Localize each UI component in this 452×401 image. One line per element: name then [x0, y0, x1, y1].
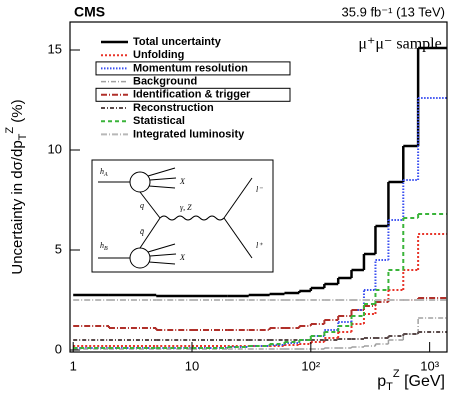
- y-tick-label: 0: [55, 341, 62, 356]
- series: [73, 46, 447, 298]
- y-label-unit: (%): [9, 99, 26, 127]
- inset-label: A: [103, 172, 108, 178]
- series: [73, 331, 447, 341]
- legend-label: Total uncertainty: [133, 36, 222, 48]
- inset-label: l⁻: [256, 185, 263, 194]
- x-tick-label: 10²: [301, 358, 320, 373]
- feynman-inset: hA hB q q̄ γ, Z X X l⁻ l⁺: [91, 159, 274, 273]
- sample-label: μ⁺μ⁻ sample: [358, 36, 441, 53]
- legend-label: Background: [133, 76, 197, 88]
- inset-label: h: [100, 241, 104, 250]
- legend-label: Momentum resolution: [133, 62, 248, 74]
- inset-label: γ, Z: [180, 203, 192, 212]
- x-label-main: p: [377, 373, 386, 390]
- inset-label: q̄: [140, 227, 144, 236]
- legend-label: Integrated luminosity: [133, 128, 245, 140]
- inset-frame: [91, 159, 274, 273]
- legend-label: Identification & trigger: [133, 89, 251, 101]
- plot-area: [73, 46, 447, 350]
- x-axis-label: pTZ [GeV]: [377, 368, 445, 393]
- x-label-sub: T: [386, 381, 393, 393]
- y-label-sub: T: [17, 133, 29, 140]
- y-label-sup: Z: [4, 127, 16, 134]
- series: [73, 317, 447, 350]
- inset-label: B: [104, 246, 108, 252]
- inset-label: l⁺: [256, 241, 263, 250]
- inset-label: X: [179, 177, 186, 186]
- y-axis-label: Uncertainty in dσ/dpTZ (%): [4, 99, 29, 274]
- x-tick-label: 10³: [420, 358, 439, 373]
- legend-label: Unfolding: [133, 49, 184, 61]
- x-tick-label: 1: [70, 358, 77, 373]
- legend-label: Statistical: [133, 115, 185, 127]
- experiment-label: CMS: [74, 4, 105, 20]
- legend-label: Reconstruction: [133, 102, 214, 114]
- lumi-label: 35.9 fb⁻¹ (13 TeV): [342, 4, 445, 19]
- x-label-sup: Z: [393, 368, 400, 380]
- plot-frame: [69, 21, 448, 353]
- inset-label: h: [100, 167, 104, 176]
- x-tick-label: 10: [185, 358, 199, 373]
- inset-label: hB: [100, 241, 108, 253]
- inset-label: q: [140, 201, 144, 210]
- y-label-main: Uncertainty in dσ/dp: [9, 140, 26, 274]
- series: [73, 297, 447, 331]
- inset-lines: [98, 167, 253, 269]
- legend-box: [95, 87, 291, 102]
- y-tick-label: 10: [48, 141, 62, 156]
- y-tick-label: 15: [48, 41, 62, 56]
- legend-box: [95, 61, 291, 76]
- inset-label: hA: [100, 167, 108, 179]
- inset-label: X: [179, 253, 186, 262]
- series: [73, 213, 447, 349]
- x-label-unit: [GeV]: [400, 373, 445, 390]
- y-tick-label: 5: [55, 241, 62, 256]
